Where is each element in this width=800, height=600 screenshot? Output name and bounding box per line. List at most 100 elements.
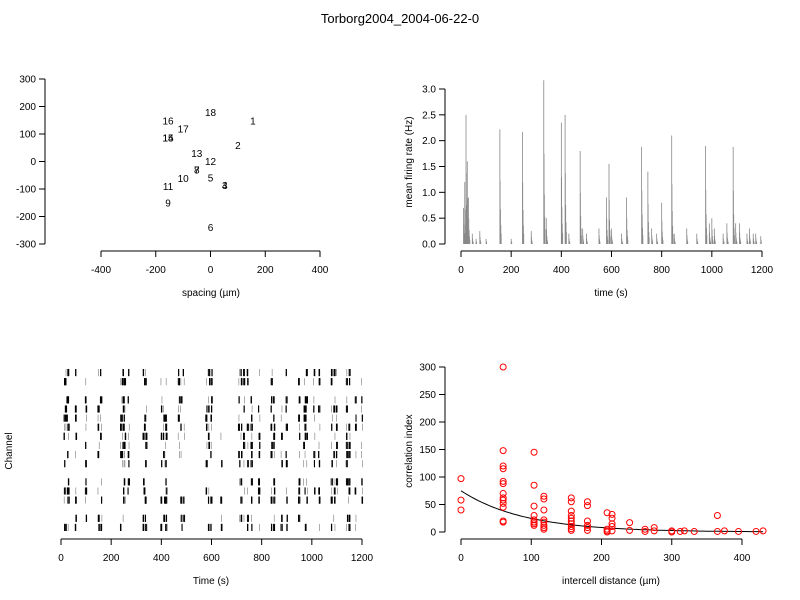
electrode-label: 10 xyxy=(178,174,190,185)
electrode-label: 2 xyxy=(235,141,241,152)
correlation-point xyxy=(457,506,465,514)
correlation-point xyxy=(499,477,507,485)
y-tick-label: 0 xyxy=(30,157,36,168)
y-tick-label: 50 xyxy=(425,500,437,511)
correlation-point xyxy=(603,509,611,517)
correlation-point xyxy=(499,496,507,504)
spike-raster-panel: 0 200 400 600 800 1000 1200 Time (s) Channel xyxy=(4,369,374,587)
x-axis-label: time (s) xyxy=(594,288,627,299)
correlation-point xyxy=(567,494,575,502)
raster-rows xyxy=(63,369,364,531)
correlation-point xyxy=(608,510,616,518)
correlation-point xyxy=(530,512,538,519)
correlation-point xyxy=(608,523,616,530)
x-tick-label: 200 xyxy=(503,265,520,276)
y-tick-label: 100 xyxy=(19,130,36,141)
x-tick-label: -400 xyxy=(91,265,111,276)
y-tick-label: 200 xyxy=(419,418,436,429)
x-tick-label: 400 xyxy=(153,553,170,564)
x-tick-label: 600 xyxy=(603,265,620,276)
x-tick-label: 800 xyxy=(253,553,270,564)
correlation-point xyxy=(530,448,538,456)
electrode-label: 16 xyxy=(163,116,175,127)
x-tick-label: 300 xyxy=(663,553,680,564)
x-tick-label: 0 xyxy=(458,553,464,564)
correlation-point xyxy=(567,520,575,528)
correlation-point xyxy=(713,512,721,519)
y-tick-label: 250 xyxy=(419,390,436,401)
x-axis-label: intercell distance (µm) xyxy=(562,576,660,587)
electrode-label: 3 xyxy=(222,181,228,192)
correlation-point xyxy=(530,521,538,529)
x-ticks: 0 200 400 600 800 1000 1200 xyxy=(458,251,774,276)
x-tick-label: 800 xyxy=(653,265,670,276)
correlation-point xyxy=(583,498,591,506)
electrode-label: 15 xyxy=(163,134,175,145)
correlation-points xyxy=(457,363,767,536)
x-tick-label: 100 xyxy=(523,553,540,564)
correlation-point xyxy=(499,462,507,470)
electrode-label: 8 xyxy=(194,165,200,176)
correlation-point xyxy=(499,518,507,526)
correlation-point xyxy=(734,527,742,535)
correlation-point xyxy=(583,502,591,510)
electrode-label: 1 xyxy=(250,116,256,127)
y-ticks: -300 -200 -100 0 100 200 300 xyxy=(16,75,45,251)
y-tick-label: 300 xyxy=(419,363,436,374)
correlation-point xyxy=(608,527,616,535)
correlation-point xyxy=(650,524,658,532)
correlation-point xyxy=(641,527,649,535)
correlation-index-panel: 0 100 200 300 400 0 50 100 150 200 250 300 interce… xyxy=(404,363,767,587)
correlation-point xyxy=(540,521,548,529)
electrode-layout-panel: -400 -200 0 200 400 -300 -200 -100 0 100 200 300 1… xyxy=(16,75,329,300)
correlation-point xyxy=(583,517,591,525)
x-ticks: -400 -200 0 200 400 xyxy=(91,251,329,276)
correlation-point xyxy=(567,507,575,515)
electrode-label: 9 xyxy=(165,198,171,209)
electrode-label: 6 xyxy=(208,223,214,234)
y-tick-label: 0.0 xyxy=(422,240,436,251)
y-axis-label: Channel xyxy=(4,432,15,469)
correlation-point xyxy=(676,527,684,535)
correlation-point xyxy=(583,521,591,529)
correlation-point xyxy=(499,447,507,455)
correlation-point xyxy=(690,527,698,535)
y-ticks: 0.0 0.5 1.0 1.5 2.0 2.5 3.0 xyxy=(422,85,445,251)
y-tick-label: 200 xyxy=(19,102,36,113)
mean-firing-rate-panel: 0 200 400 600 800 1000 1200 0.0 0.5 1.0 1.5 2.0 2.5… xyxy=(404,80,774,299)
y-tick-label: 150 xyxy=(419,445,436,456)
y-tick-label: 0 xyxy=(430,528,436,539)
correlation-point xyxy=(583,524,591,532)
correlation-point xyxy=(567,498,575,506)
correlation-point xyxy=(668,528,676,536)
correlation-point xyxy=(567,523,575,530)
x-tick-label: 200 xyxy=(593,553,610,564)
correlation-point xyxy=(457,475,465,483)
y-tick-label: 2.0 xyxy=(422,136,436,147)
electrode-label: 18 xyxy=(205,108,217,119)
correlation-point xyxy=(626,526,634,534)
y-axis-label: correlation index xyxy=(404,414,415,487)
electrode-label: 14 xyxy=(163,134,175,145)
correlation-point xyxy=(499,480,507,488)
x-ticks: 0 100 200 300 400 xyxy=(458,539,751,564)
correlation-point xyxy=(567,526,575,534)
y-ticks: 0 50 100 150 200 250 300 xyxy=(419,363,445,539)
correlation-point xyxy=(540,495,548,503)
x-axis-label: spacing (µm) xyxy=(182,288,240,299)
x-tick-label: 200 xyxy=(103,553,120,564)
x-ticks: 0 200 400 600 800 1000 1200 xyxy=(58,539,374,564)
y-axis-label: mean firing rate (Hz) xyxy=(404,116,415,207)
correlation-point xyxy=(499,490,507,497)
y-tick-label: -200 xyxy=(16,212,36,223)
correlation-point xyxy=(499,503,507,511)
correlation-point xyxy=(650,527,658,535)
correlation-point xyxy=(608,520,616,528)
correlation-point xyxy=(499,363,507,371)
x-tick-label: 1200 xyxy=(351,553,374,564)
y-tick-label: -300 xyxy=(16,240,36,251)
electrode-label: 7 xyxy=(194,165,200,176)
x-tick-label: 400 xyxy=(312,265,329,276)
y-tick-label: 300 xyxy=(19,75,36,86)
